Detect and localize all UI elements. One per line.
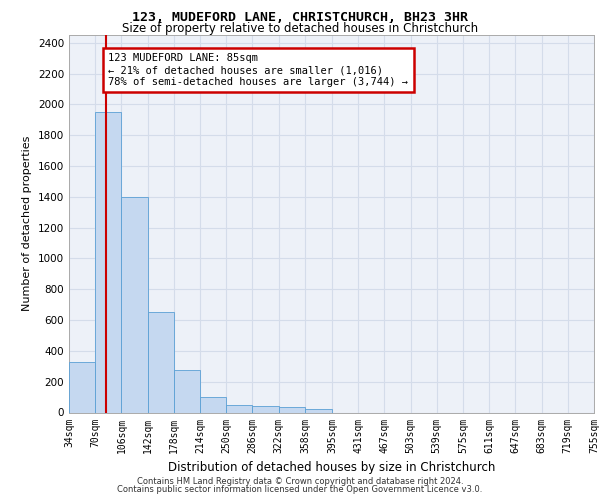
Bar [121,197,148,412]
Bar [95,112,121,412]
Bar [200,397,226,412]
Y-axis label: Number of detached properties: Number of detached properties [22,136,32,312]
Text: Contains HM Land Registry data © Crown copyright and database right 2024.: Contains HM Land Registry data © Crown c… [137,477,463,486]
Text: Contains public sector information licensed under the Open Government Licence v3: Contains public sector information licen… [118,484,482,494]
Bar [226,405,253,412]
X-axis label: Distribution of detached houses by size in Christchurch: Distribution of detached houses by size … [168,461,495,474]
Text: 123, MUDEFORD LANE, CHRISTCHURCH, BH23 3HR: 123, MUDEFORD LANE, CHRISTCHURCH, BH23 3… [132,11,468,24]
Bar [253,406,279,412]
Bar [148,312,174,412]
Text: 123 MUDEFORD LANE: 85sqm
← 21% of detached houses are smaller (1,016)
78% of sem: 123 MUDEFORD LANE: 85sqm ← 21% of detach… [109,54,409,86]
Bar [279,407,305,412]
Bar [174,370,200,412]
Bar [305,410,332,412]
Text: Size of property relative to detached houses in Christchurch: Size of property relative to detached ho… [122,22,478,35]
Bar [69,362,95,412]
